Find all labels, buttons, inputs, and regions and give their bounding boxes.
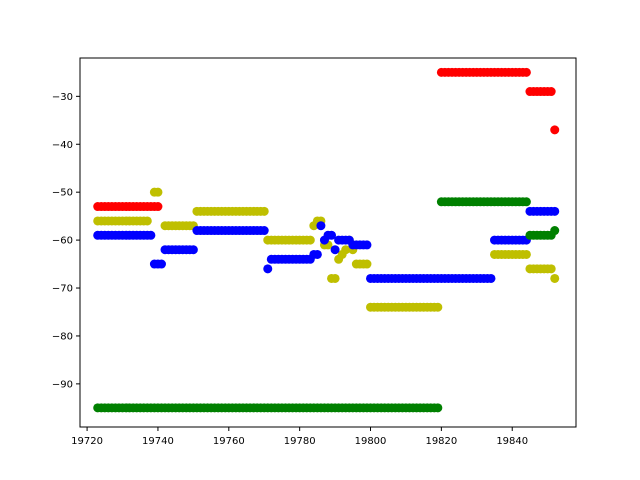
series-4 (93, 197, 560, 413)
y-tick-label: −60 (52, 236, 73, 247)
series-2 (93, 187, 560, 312)
x-tick-label: 19800 (355, 436, 387, 447)
data-point (327, 230, 337, 240)
data-point (259, 206, 269, 216)
data-point (330, 245, 340, 255)
series-3 (93, 206, 560, 283)
data-point (146, 230, 156, 240)
y-tick-label: −80 (52, 331, 73, 342)
data-point (362, 240, 372, 250)
y-tick-label: −30 (52, 92, 73, 103)
plot-frame (79, 57, 577, 428)
data-points (93, 67, 560, 413)
data-point (312, 249, 322, 259)
x-tick-label: 19840 (496, 436, 528, 447)
x-tick-label: 19740 (142, 436, 174, 447)
data-point (156, 259, 166, 269)
data-point (550, 125, 560, 135)
data-point (153, 202, 163, 212)
data-point (188, 245, 198, 255)
data-point (550, 226, 560, 236)
data-point (521, 197, 531, 207)
x-tick-label: 19720 (71, 436, 103, 447)
data-point (433, 403, 443, 413)
data-point (142, 216, 152, 226)
x-tick-label: 19760 (213, 436, 245, 447)
data-point (263, 264, 273, 274)
x-tick-label: 19780 (284, 436, 316, 447)
y-tick-label: −90 (52, 379, 73, 390)
x-tick-label: 19820 (425, 436, 457, 447)
data-point (341, 245, 351, 255)
data-point (546, 87, 556, 97)
data-point (362, 259, 372, 269)
data-point (259, 226, 269, 236)
series-1 (93, 67, 560, 212)
data-point (550, 206, 560, 216)
data-point (330, 273, 340, 283)
data-point (521, 249, 531, 259)
y-axis: −30 −40 −50 −60 −70 −80 −90 (52, 92, 80, 390)
data-point (550, 273, 560, 283)
data-point (433, 302, 443, 312)
x-axis: 19720 19740 19760 19780 19800 19820 19840 (71, 427, 528, 447)
y-tick-label: −70 (52, 284, 73, 295)
data-point (486, 273, 496, 283)
y-tick-label: −40 (52, 140, 73, 151)
data-point (521, 67, 531, 77)
data-point (305, 235, 315, 245)
data-point (316, 221, 326, 231)
data-point (546, 264, 556, 274)
y-tick-label: −50 (52, 188, 73, 199)
data-point (153, 187, 163, 197)
